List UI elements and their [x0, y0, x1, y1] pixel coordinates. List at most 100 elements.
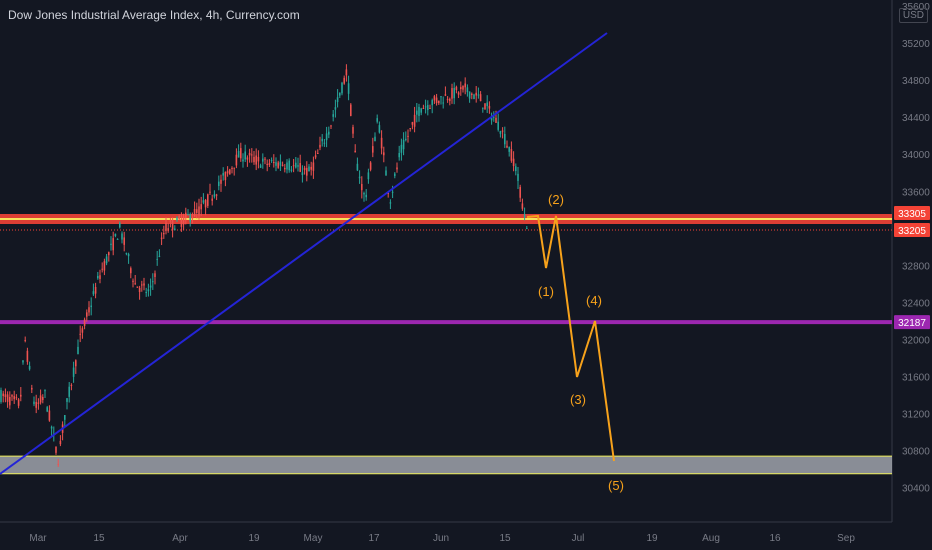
candle-body [385, 170, 387, 176]
candle-body [457, 92, 460, 95]
candle-body [121, 233, 123, 240]
candle-body [75, 360, 77, 367]
candle-body [306, 167, 308, 176]
candle-body [369, 162, 372, 170]
candle-body [44, 390, 46, 392]
candle-body [6, 394, 9, 402]
candle-body [383, 152, 385, 156]
candle-body [460, 87, 462, 90]
candle-body [37, 402, 40, 404]
candle-body [55, 446, 57, 453]
candle-body [451, 88, 453, 99]
candle-body [149, 285, 152, 288]
y-tick-label: 30400 [902, 484, 930, 495]
currency-label[interactable]: USD [898, 8, 928, 23]
candle-body [125, 253, 128, 255]
candle-body [407, 135, 409, 137]
candle-body [237, 150, 240, 158]
candle-body [246, 157, 249, 160]
candle-body [196, 209, 198, 213]
candle-body [81, 328, 84, 333]
candle-body [28, 365, 31, 370]
x-tick-label: 16 [769, 533, 781, 544]
candle-body [22, 360, 24, 363]
candle-body [466, 87, 469, 93]
candle-body [222, 173, 224, 176]
candle-body [229, 169, 231, 175]
y-tick-label: 31200 [902, 410, 930, 421]
candle-body [363, 193, 365, 195]
candle-body [356, 163, 359, 171]
candle-body [352, 127, 354, 134]
candle-body [442, 102, 444, 104]
candle-body [341, 82, 343, 94]
candle-body [99, 275, 101, 279]
candle-body [2, 393, 4, 397]
x-tick-label: Jul [572, 533, 585, 544]
candle-body [182, 216, 185, 225]
candle-body [220, 179, 222, 184]
candle-body [273, 161, 275, 163]
candle-body [290, 169, 293, 171]
candle-body [108, 252, 110, 256]
candle-body [330, 125, 332, 127]
candle-body [35, 401, 37, 408]
price-level-tag [894, 223, 930, 237]
candle-body [20, 394, 22, 397]
candle-body [435, 97, 438, 104]
candle-body [427, 105, 429, 111]
candle-body [275, 162, 277, 166]
candle-body [119, 222, 121, 228]
candle-body [152, 281, 154, 283]
candle-body [433, 96, 436, 101]
candle-body [486, 102, 488, 107]
candle-body [394, 173, 396, 176]
y-tick-label: 32000 [902, 335, 930, 346]
price-level-tag-label: 33205 [898, 226, 926, 237]
candle-body [512, 158, 515, 167]
candle-body [92, 291, 95, 295]
candle-body [482, 107, 484, 109]
candle-body [132, 280, 134, 282]
candle-body [517, 173, 519, 181]
candle-body [420, 108, 422, 113]
candle-body [268, 163, 271, 165]
candle-body [31, 387, 33, 390]
candle-body [158, 255, 161, 257]
candle-body [86, 312, 88, 317]
x-tick-label: 15 [93, 533, 105, 544]
candle-body [244, 151, 246, 160]
candle-body [493, 116, 495, 118]
candle-body [270, 159, 273, 161]
candle-body [343, 77, 345, 84]
y-tick-label: 30800 [902, 447, 930, 458]
candle-body [490, 116, 493, 121]
candle-body [138, 287, 141, 293]
candle-body [174, 228, 176, 231]
candle-body [297, 165, 299, 167]
x-tick-label: Jun [433, 533, 449, 544]
candle-body [231, 167, 233, 169]
candle-body [372, 146, 374, 153]
candle-body [123, 237, 125, 245]
candle-body [266, 163, 268, 165]
candle-body [475, 92, 477, 96]
candle-body [299, 163, 301, 172]
candle-body [167, 228, 169, 231]
candle-body [160, 237, 163, 240]
candle-body [495, 117, 497, 123]
candle-body [422, 108, 425, 110]
candle-body [163, 233, 165, 235]
candle-body [376, 118, 378, 122]
candle-body [187, 214, 189, 216]
candle-body [204, 200, 207, 208]
candle-body [264, 158, 266, 160]
candle-body [57, 464, 59, 466]
candle-body [279, 161, 282, 166]
candle-body [112, 238, 114, 251]
support-zone [0, 456, 892, 474]
candle-body [411, 122, 414, 125]
x-tick-label: Apr [172, 533, 188, 544]
candle-body [17, 399, 20, 406]
